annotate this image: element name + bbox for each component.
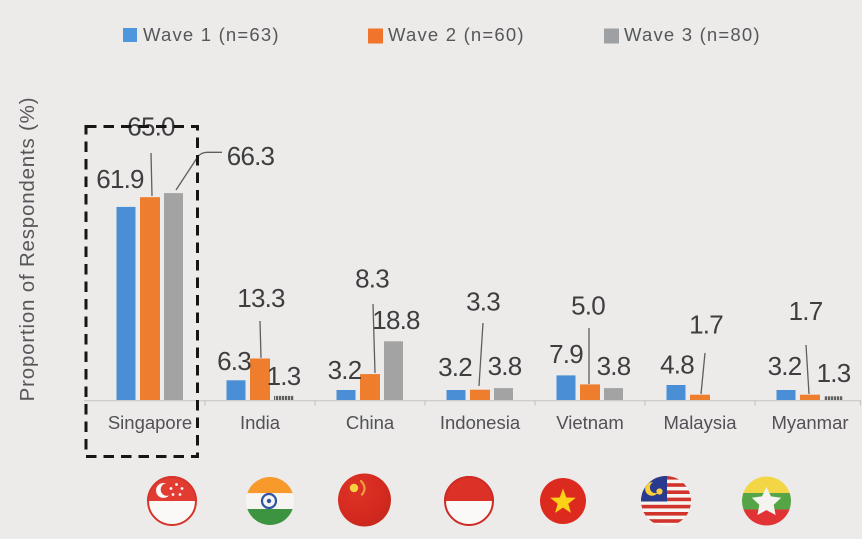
svg-text:Singapore: Singapore [108,412,192,433]
svg-text:Malaysia: Malaysia [664,412,738,433]
svg-text:18.8: 18.8 [372,305,420,335]
svg-text:India: India [240,412,281,433]
svg-text:3.8: 3.8 [597,351,631,381]
svg-text:China: China [346,412,395,433]
svg-text:3.2: 3.2 [328,355,362,385]
svg-text:Vietnam: Vietnam [556,412,624,433]
svg-text:5.0: 5.0 [571,291,605,321]
svg-text:Proportion of Respondents (%): Proportion of Respondents (%) [16,97,39,402]
svg-text:1.7: 1.7 [689,310,723,340]
svg-text:65.0: 65.0 [127,112,175,142]
svg-text:1.3: 1.3 [817,358,851,388]
svg-text:66.3: 66.3 [227,141,275,171]
svg-text:7.9: 7.9 [549,339,583,369]
svg-text:Wave 3 (n=80): Wave 3 (n=80) [624,24,761,45]
svg-text:1.7: 1.7 [789,296,823,326]
svg-text:61.9: 61.9 [96,164,144,194]
svg-text:6.3: 6.3 [217,346,251,376]
svg-text:13.3: 13.3 [237,283,285,313]
svg-text:3.8: 3.8 [488,351,522,381]
svg-text:3.2: 3.2 [438,352,472,382]
svg-text:Indonesia: Indonesia [440,412,521,433]
svg-text:Wave 1 (n=63): Wave 1 (n=63) [143,24,280,45]
svg-text:Wave 2 (n=60): Wave 2 (n=60) [388,24,525,45]
svg-text:Myanmar: Myanmar [771,412,848,433]
svg-text:4.8: 4.8 [660,350,694,380]
svg-text:3.2: 3.2 [768,351,802,381]
svg-text:8.3: 8.3 [355,264,389,294]
svg-text:1.3: 1.3 [267,361,301,391]
svg-text:3.3: 3.3 [466,287,500,317]
